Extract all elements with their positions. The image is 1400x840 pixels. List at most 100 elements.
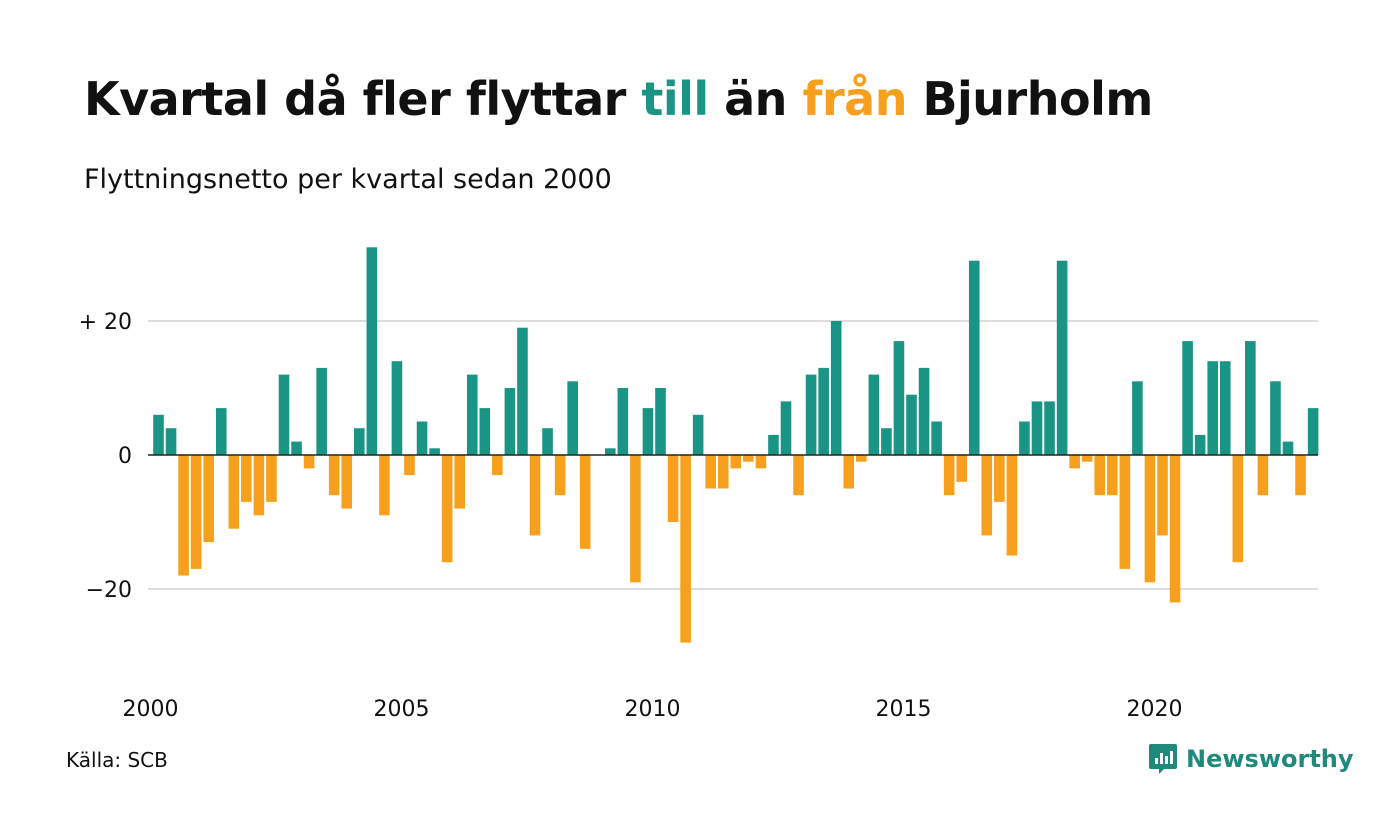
bar: [906, 394, 917, 455]
bar: [241, 455, 252, 502]
bar-chart: + 20 0 −20 2000 2005 2010 2015 2020: [79, 247, 1319, 722]
bar: [1094, 455, 1106, 496]
bar: [768, 434, 779, 455]
bar: [717, 455, 729, 489]
bar: [579, 455, 591, 549]
bar: [354, 428, 365, 455]
bar: [943, 455, 955, 496]
bar: [215, 408, 227, 455]
bar: [730, 455, 742, 469]
bar: [178, 455, 189, 576]
bar: [379, 455, 390, 516]
bar: [1182, 341, 1193, 455]
bar: [416, 421, 428, 455]
bar: [793, 455, 804, 496]
bar: [1044, 401, 1055, 455]
bar: [1107, 455, 1118, 496]
newsworthy-logo-icon: [1149, 744, 1177, 774]
bar: [1207, 361, 1218, 455]
title-part-3: Bjurholm: [906, 72, 1153, 126]
bar: [1232, 455, 1244, 563]
bar: [504, 388, 516, 455]
bar: [1157, 455, 1168, 536]
bar: [843, 455, 855, 489]
bar: [303, 455, 315, 469]
chart-subtitle: Flyttningsnetto per kvartal sedan 2000: [84, 164, 612, 195]
title-highlight-fran: från: [802, 72, 907, 126]
x-tick-label: 2015: [876, 697, 932, 722]
bar: [968, 260, 980, 455]
bar: [253, 455, 265, 516]
bar: [667, 455, 679, 522]
bar: [1006, 455, 1018, 556]
bar: [316, 367, 327, 455]
bar: [931, 421, 942, 455]
bar: [492, 455, 503, 476]
bar: [228, 455, 240, 529]
x-tick-label: 2010: [625, 697, 681, 722]
bar: [1119, 455, 1131, 569]
bar: [1031, 401, 1043, 455]
bar: [1144, 455, 1156, 583]
bar: [818, 367, 829, 455]
bar: [1295, 455, 1306, 496]
bar: [881, 428, 892, 455]
bar: [391, 361, 403, 455]
bar: [1270, 381, 1281, 455]
title-part-2: än: [708, 72, 803, 126]
source-note: Källa: SCB: [66, 748, 168, 772]
bar: [1282, 441, 1294, 455]
bar: [1219, 361, 1231, 455]
bar: [805, 374, 817, 455]
y-tick-label: −20: [86, 578, 132, 603]
bar: [542, 428, 553, 455]
brand[interactable]: Newsworthy: [1148, 742, 1354, 776]
bar: [404, 455, 415, 476]
bar: [956, 455, 967, 482]
x-tick-label: 2020: [1127, 697, 1183, 722]
bar: [554, 455, 566, 496]
bar: [918, 367, 930, 455]
bar: [630, 455, 641, 583]
bar: [680, 455, 691, 643]
bar: [1081, 455, 1093, 462]
bar: [868, 374, 880, 455]
y-tick-label: + 20: [79, 310, 132, 335]
bar: [190, 455, 202, 569]
bar: [203, 455, 214, 543]
bar: [278, 374, 290, 455]
bar: [567, 381, 578, 455]
bar: [830, 321, 842, 455]
bar: [266, 455, 277, 502]
chart-title: Kvartal då fler flyttar till än från Bju…: [84, 72, 1153, 126]
bar: [642, 408, 654, 455]
title-part-1: Kvartal då fler flyttar: [84, 72, 642, 126]
bar: [1257, 455, 1269, 496]
bar: [617, 388, 629, 455]
x-tick-label: 2005: [374, 697, 430, 722]
bar: [655, 388, 666, 455]
bar: [692, 414, 704, 455]
bar: [1069, 455, 1080, 469]
bar: [454, 455, 465, 509]
bar: [466, 374, 478, 455]
bar: [981, 455, 993, 536]
bar: [291, 441, 302, 455]
bar: [605, 448, 616, 455]
y-tick-label: 0: [118, 444, 132, 469]
bar: [366, 247, 378, 455]
bar: [341, 455, 353, 509]
title-highlight-till: till: [641, 72, 709, 126]
bar: [743, 455, 754, 462]
bar: [328, 455, 340, 496]
bar: [994, 455, 1005, 502]
bar: [1307, 408, 1319, 455]
brand-name: Newsworthy: [1186, 745, 1354, 773]
bar: [1056, 260, 1068, 455]
bar: [1194, 434, 1206, 455]
bar: [856, 455, 867, 462]
bar: [479, 408, 491, 455]
bar: [441, 455, 453, 563]
bar: [780, 401, 792, 455]
bar: [517, 327, 528, 455]
